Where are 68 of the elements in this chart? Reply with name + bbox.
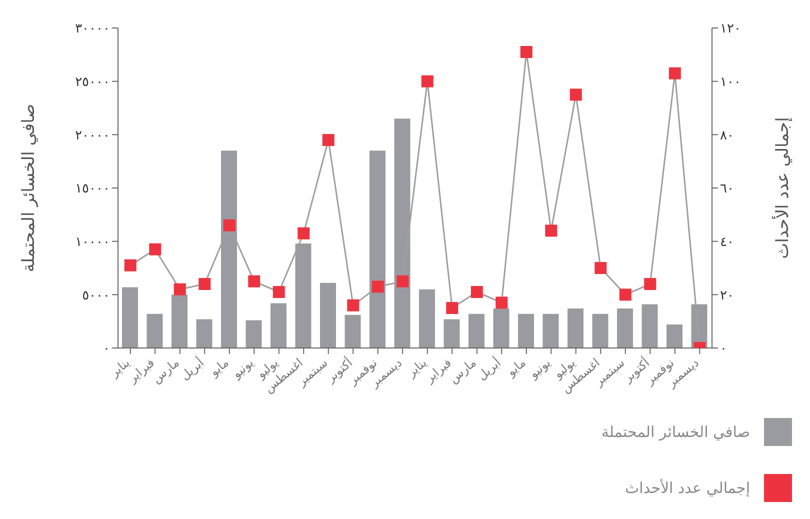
bar bbox=[493, 308, 510, 348]
bar bbox=[344, 314, 361, 348]
bar bbox=[468, 314, 484, 348]
y-tick-label: ٥٠٠٠ bbox=[82, 288, 110, 304]
bar bbox=[146, 314, 163, 348]
bar bbox=[444, 319, 460, 348]
x-tick-label: يناير bbox=[404, 356, 430, 380]
bar bbox=[642, 304, 658, 348]
y-tick-label: ٢٥٠٠٠ bbox=[75, 74, 110, 90]
point bbox=[396, 275, 409, 288]
x-tick-label: مايو bbox=[504, 356, 528, 380]
bar bbox=[122, 287, 138, 348]
x-tick-label: يونيو bbox=[526, 356, 554, 382]
y2-axis-title: إجمالي عدد الأحداث bbox=[771, 117, 794, 259]
point bbox=[248, 275, 260, 288]
point bbox=[570, 88, 582, 101]
y2-tick-label: ٠ bbox=[720, 342, 727, 357]
y2-tick-label: ٦٠ bbox=[720, 182, 734, 197]
point bbox=[174, 283, 186, 296]
bar bbox=[270, 303, 286, 348]
point bbox=[198, 278, 211, 290]
x-tick-label: مايو bbox=[206, 356, 232, 380]
bar bbox=[592, 314, 608, 348]
x-tick-label: أبريل bbox=[474, 354, 504, 383]
bar bbox=[172, 294, 188, 348]
bar bbox=[518, 314, 534, 348]
y-axis-title: صافي الخسائر المحتملة bbox=[19, 104, 40, 272]
point bbox=[322, 134, 334, 146]
bar bbox=[246, 320, 262, 348]
y-tick-label: ١٥٠٠٠ bbox=[75, 182, 110, 197]
y-tick-label: ١٠٠٠٠ bbox=[75, 234, 110, 250]
bar bbox=[542, 314, 559, 348]
point bbox=[470, 286, 483, 298]
point bbox=[668, 67, 681, 80]
bar bbox=[320, 282, 336, 348]
y2-tick-label: ٢٠ bbox=[720, 288, 734, 304]
x-tick-label: يناير bbox=[106, 356, 132, 380]
point bbox=[372, 280, 384, 293]
legend-label: صافي الخسائر المحتملة bbox=[601, 423, 750, 441]
point bbox=[149, 243, 162, 256]
x-tick-label: أبريل bbox=[177, 354, 207, 383]
point bbox=[594, 262, 607, 274]
y-tick-label: ٠ bbox=[103, 342, 110, 357]
bar bbox=[568, 308, 584, 348]
bar bbox=[666, 324, 682, 348]
point bbox=[619, 288, 632, 301]
point bbox=[223, 219, 236, 232]
y-tick-label: ٢٠٠٠٠ bbox=[75, 128, 110, 144]
point bbox=[545, 224, 558, 237]
bar bbox=[196, 319, 212, 348]
x-tick-label: يونيو bbox=[228, 356, 256, 382]
point bbox=[124, 259, 136, 272]
bar bbox=[617, 308, 633, 348]
point bbox=[446, 302, 458, 314]
y2-tick-label: ١٢٠ bbox=[720, 22, 741, 37]
y-tick-label: ٣٠٠٠٠ bbox=[75, 22, 110, 37]
point bbox=[520, 46, 532, 58]
point bbox=[644, 278, 656, 290]
point bbox=[272, 286, 285, 298]
point bbox=[421, 75, 434, 88]
point bbox=[347, 299, 360, 312]
legend-label: إجمالي عدد الأحداث bbox=[625, 479, 750, 497]
y2-tick-label: ٨٠ bbox=[720, 128, 734, 144]
y2-tick-label: ١٠٠ bbox=[720, 74, 741, 90]
bar bbox=[419, 289, 435, 348]
y2-tick-label: ٤٠ bbox=[720, 234, 734, 250]
point bbox=[496, 296, 508, 309]
point bbox=[298, 227, 310, 240]
